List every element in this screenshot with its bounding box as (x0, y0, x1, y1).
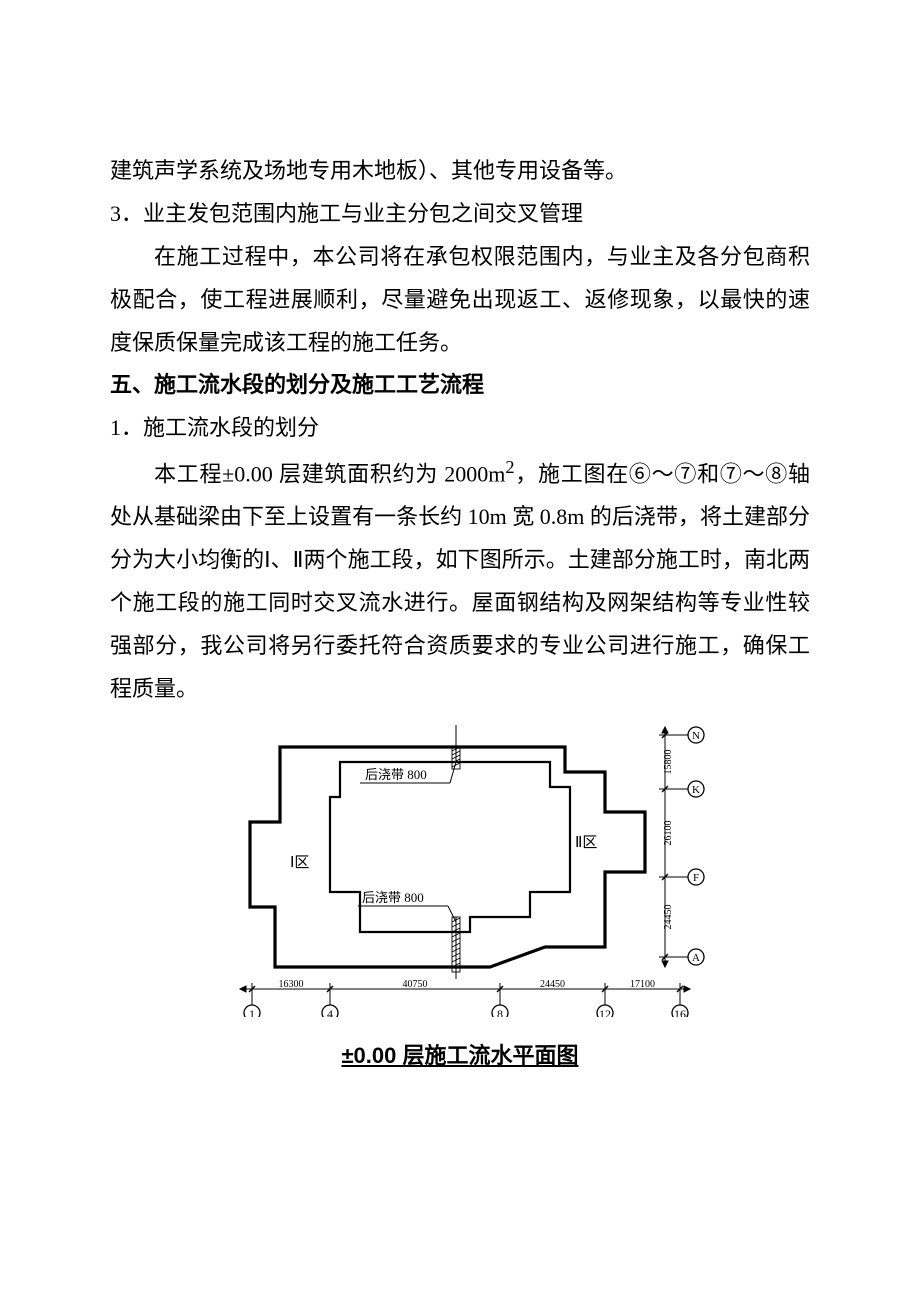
pour-band-label-bottom: 后浇带 800 (358, 890, 456, 922)
svg-text:N: N (692, 730, 700, 742)
svg-text:16300: 16300 (279, 979, 304, 990)
diagram-caption: ±0.00 层施工流水平面图 (110, 1035, 810, 1078)
svg-text:4: 4 (327, 1007, 333, 1017)
superscript-2: 2 (505, 457, 514, 477)
svg-text:15800: 15800 (663, 749, 674, 774)
svg-text:17100: 17100 (630, 979, 655, 990)
x-dimension-labels: 16300 40750 24450 17100 (279, 979, 656, 990)
x-axis-grid-marks: 1 4 8 12 16 (244, 995, 688, 1017)
svg-text:A: A (692, 952, 700, 964)
svg-text:26100: 26100 (663, 820, 674, 845)
pour-band-bottom (452, 917, 460, 979)
floor-plan-svg: 后浇带 800 后浇带 800 Ⅰ区 Ⅱ区 16300 40750 24450 171… (210, 717, 710, 1017)
y-axis-grid-marks: N K F A (671, 727, 704, 965)
pour-band-label-top: 后浇带 800 (360, 762, 456, 783)
svg-text:40750: 40750 (403, 979, 428, 990)
paragraph-5: 本工程±0.00 层建筑面积约为 2000m2，施工图在⑥～⑦和⑦～⑧轴处从基础… (110, 450, 810, 711)
zone-2-label: Ⅱ区 (575, 835, 597, 851)
svg-text:8: 8 (497, 1007, 503, 1017)
heading-5: 五、施工流水段的划分及施工工艺流程 (110, 364, 810, 407)
paragraph-4: 1．施工流水段的划分 (110, 407, 810, 450)
x-dimension-chain (240, 983, 690, 995)
svg-text:1: 1 (249, 1007, 255, 1017)
svg-text:24450: 24450 (540, 979, 565, 990)
svg-text:F: F (693, 872, 699, 884)
svg-text:16: 16 (674, 1007, 686, 1017)
svg-text:K: K (692, 784, 700, 796)
p5-part-b: ，施工图在⑥～⑦和⑦～⑧轴处从基础梁由下至上设置有一条长约 10m 宽 0.8m… (110, 462, 810, 701)
pour-band-label-bottom-text: 后浇带 800 (362, 890, 424, 905)
zone-1-label: Ⅰ区 (290, 855, 309, 871)
pour-band-label-top-text: 后浇带 800 (365, 767, 427, 782)
svg-text:12: 12 (599, 1007, 611, 1017)
paragraph-2: 3．业主发包范围内施工与业主分包之间交叉管理 (110, 193, 810, 236)
p5-part-a: 本工程±0.00 层建筑面积约为 2000m (154, 462, 505, 487)
svg-text:24450: 24450 (663, 904, 674, 929)
paragraph-3: 在施工过程中，本公司将在承包权限范围内，与业主及各分包商积极配合，使工程进展顺利… (110, 236, 810, 365)
floor-plan-diagram: 后浇带 800 后浇带 800 Ⅰ区 Ⅱ区 16300 40750 24450 171… (110, 717, 810, 1017)
paragraph-1: 建筑声学系统及场地专用木地板）、其他专用设备等。 (110, 150, 810, 193)
